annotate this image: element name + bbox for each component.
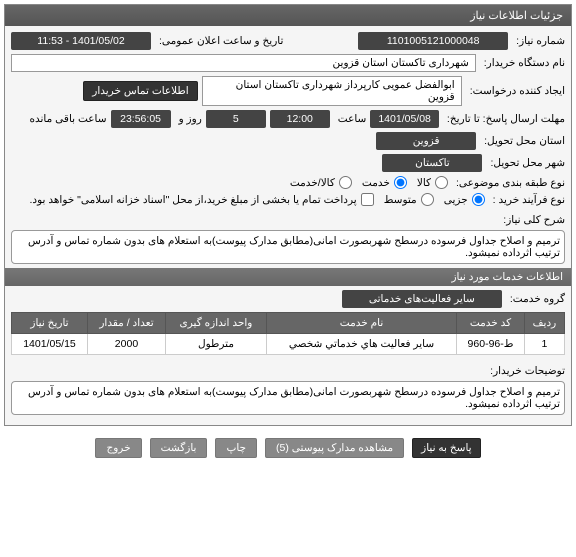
row-subject-type: نوع طبقه بندی موضوعی: کالا خدمت کالا/خدم… [11, 176, 565, 189]
deadline-date: 1401/05/08 [370, 110, 439, 128]
radio-kalakhedmat-group: کالا/خدمت [284, 176, 352, 189]
radio-jozi[interactable] [472, 193, 485, 206]
row-purchase-type: نوع فرآیند خرید : جزیی متوسط پرداخت تمام… [11, 193, 565, 206]
th-5: تاریخ نیاز [12, 313, 88, 334]
general-desc-label: شرح کلی نیاز: [503, 214, 565, 226]
td-2: ساير فعاليت هاي خدماتي شخصي [266, 334, 456, 355]
panel-title: جزئیات اطلاعات نیاز [5, 5, 571, 26]
radio-motevaset[interactable] [421, 193, 434, 206]
row-requester: ایجاد کننده درخواست: ابوالفضل عمویی کارپ… [11, 76, 565, 106]
footer-buttons: پاسخ به نیاز مشاهده مدارک پیوستی (5) چاپ… [0, 430, 576, 466]
td-0: 1 [524, 334, 564, 355]
main-panel: جزئیات اطلاعات نیاز شماره نیاز: 11010051… [4, 4, 572, 426]
payment-checkbox-group: پرداخت تمام یا بخشی از مبلغ خرید،از محل … [24, 193, 374, 206]
exit-button[interactable]: خروج [95, 438, 141, 458]
requester-value: ابوالفضل عمویی کارپرداز شهرداری تاکستان … [202, 76, 462, 106]
radio-khedmat[interactable] [394, 176, 407, 189]
td-3: مترطول [166, 334, 267, 355]
public-date-label: تاریخ و ساعت اعلان عمومی: [159, 35, 283, 47]
day-label: روز و [179, 113, 202, 125]
buyer-note-value: ترمیم و اصلاح جداول فرسوده درسطح شهربصور… [11, 381, 565, 415]
deadline-hour: 12:00 [270, 110, 330, 128]
radio-kalakhedmat[interactable] [339, 176, 352, 189]
radio-jozi-label: جزیی [444, 194, 468, 206]
services-section-title: اطلاعات خدمات مورد نیاز [5, 268, 571, 286]
td-1: ط-96-960 [457, 334, 525, 355]
table-row: 1 ط-96-960 ساير فعاليت هاي خدماتي شخصي م… [12, 334, 565, 355]
remaining-hour: 23:56:05 [111, 110, 171, 128]
row-group: گروه خدمت: سایر فعالیت‌های خدماتی [11, 290, 565, 308]
purchase-type-label: نوع فرآیند خرید : [493, 194, 565, 206]
need-number-label: شماره نیاز: [516, 35, 565, 47]
td-5: 1401/05/15 [12, 334, 88, 355]
need-number-value: 1101005121000048 [358, 32, 508, 50]
row-general-desc: شرح کلی نیاز: ترمیم و اصلاح جداول فرسوده… [11, 210, 565, 264]
row-city: شهر محل تحویل: تاکستان [11, 154, 565, 172]
radio-kalakhedmat-label: کالا/خدمت [290, 177, 335, 189]
th-3: واحد اندازه گیری [166, 313, 267, 334]
buyer-value: شهرداری تاکستان استان قزوین [11, 54, 476, 72]
services-table: ردیف کد خدمت نام خدمت واحد اندازه گیری ت… [11, 312, 565, 355]
th-4: تعداد / مقدار [87, 313, 165, 334]
group-value: سایر فعالیت‌های خدماتی [342, 290, 502, 308]
row-buyer-note: توضیحات خریدار: ترمیم و اصلاح جداول فرسو… [11, 361, 565, 415]
remaining-label: ساعت باقی مانده [30, 113, 107, 125]
deadline-label: مهلت ارسال پاسخ: تا تاریخ: [447, 113, 565, 125]
radio-motevaset-group: متوسط [378, 193, 434, 206]
td-4: 2000 [87, 334, 165, 355]
th-2: نام خدمت [266, 313, 456, 334]
back-button[interactable]: بازگشت [150, 438, 208, 458]
row-buyer: نام دستگاه خریدار: شهرداری تاکستان استان… [11, 54, 565, 72]
panel-body: شماره نیاز: 1101005121000048 تاریخ و ساع… [5, 26, 571, 425]
th-0: ردیف [524, 313, 564, 334]
contact-info-button[interactable]: اطلاعات تماس خریدار [83, 81, 197, 101]
th-1: کد خدمت [457, 313, 525, 334]
subject-type-label: نوع طبقه بندی موضوعی: [456, 177, 565, 189]
attachments-button[interactable]: مشاهده مدارک پیوستی (5) [265, 438, 404, 458]
general-desc-value: ترمیم و اصلاح جداول فرسوده درسطح شهربصور… [11, 230, 565, 264]
radio-khedmat-group: خدمت [356, 176, 407, 189]
row-province: استان محل تحویل: قزوین [11, 132, 565, 150]
buyer-label: نام دستگاه خریدار: [484, 57, 565, 69]
print-button[interactable]: چاپ [215, 438, 257, 458]
payment-checkbox[interactable] [361, 193, 374, 206]
radio-kala[interactable] [435, 176, 448, 189]
city-label: شهر محل تحویل: [490, 157, 565, 169]
public-date-value: 1401/05/02 - 11:53 [11, 32, 151, 50]
radio-kala-label: کالا [417, 177, 431, 189]
city-value: تاکستان [382, 154, 482, 172]
radio-motevaset-label: متوسط [384, 194, 417, 206]
radio-jozi-group: جزیی [438, 193, 485, 206]
group-label: گروه خدمت: [510, 293, 565, 305]
buyer-note-label: توضیحات خریدار: [490, 365, 565, 377]
row-need-number: شماره نیاز: 1101005121000048 تاریخ و ساع… [11, 32, 565, 50]
row-deadline: مهلت ارسال پاسخ: تا تاریخ: 1401/05/08 سا… [11, 110, 565, 128]
respond-button[interactable]: پاسخ به نیاز [412, 438, 480, 458]
province-label: استان محل تحویل: [484, 135, 565, 147]
days-left: 5 [206, 110, 266, 128]
hour-label-1: ساعت [338, 113, 367, 125]
requester-label: ایجاد کننده درخواست: [470, 85, 565, 97]
province-value: قزوین [376, 132, 476, 150]
table-header-row: ردیف کد خدمت نام خدمت واحد اندازه گیری ت… [12, 313, 565, 334]
payment-note: پرداخت تمام یا بخشی از مبلغ خرید،از محل … [30, 194, 357, 206]
radio-khedmat-label: خدمت [362, 177, 390, 189]
radio-kala-group: کالا [411, 176, 448, 189]
